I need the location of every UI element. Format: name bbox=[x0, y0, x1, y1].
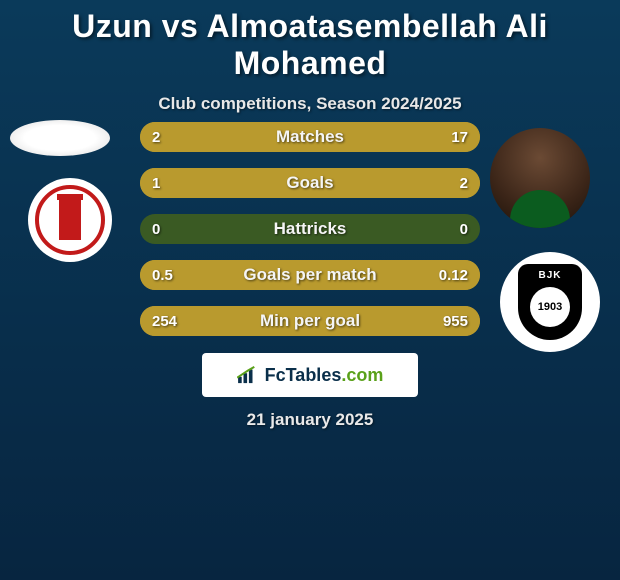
stat-row: 217Matches bbox=[140, 122, 480, 152]
page-title: Uzun vs Almoatasembellah Ali Mohamed bbox=[0, 0, 620, 82]
club-right-year: 1903 bbox=[530, 287, 570, 327]
club-left-badge bbox=[28, 178, 112, 262]
stat-label: Goals per match bbox=[140, 260, 480, 290]
stat-row: 254955Min per goal bbox=[140, 306, 480, 336]
stat-row: 00Hattricks bbox=[140, 214, 480, 244]
player-right-avatar bbox=[490, 128, 590, 228]
watermark-text-1: FcTables bbox=[265, 365, 342, 386]
stat-label: Hattricks bbox=[140, 214, 480, 244]
chart-icon bbox=[237, 366, 259, 384]
stat-label: Goals bbox=[140, 168, 480, 198]
stat-row: 12Goals bbox=[140, 168, 480, 198]
player-left-avatar bbox=[10, 120, 110, 156]
stat-label: Min per goal bbox=[140, 306, 480, 336]
stats-table: 217Matches 12Goals 00Hattricks 0.50.12Goals… bbox=[140, 122, 480, 352]
club-right-letters: BJK bbox=[538, 270, 561, 281]
stat-label: Matches bbox=[140, 122, 480, 152]
watermark: FcTables.com bbox=[202, 353, 418, 397]
subtitle: Club competitions, Season 2024/2025 bbox=[0, 94, 620, 114]
stat-row: 0.50.12Goals per match bbox=[140, 260, 480, 290]
date-label: 21 january 2025 bbox=[0, 410, 620, 430]
club-right-badge: BJK 1903 bbox=[500, 252, 600, 352]
watermark-text-2: .com bbox=[341, 365, 383, 386]
